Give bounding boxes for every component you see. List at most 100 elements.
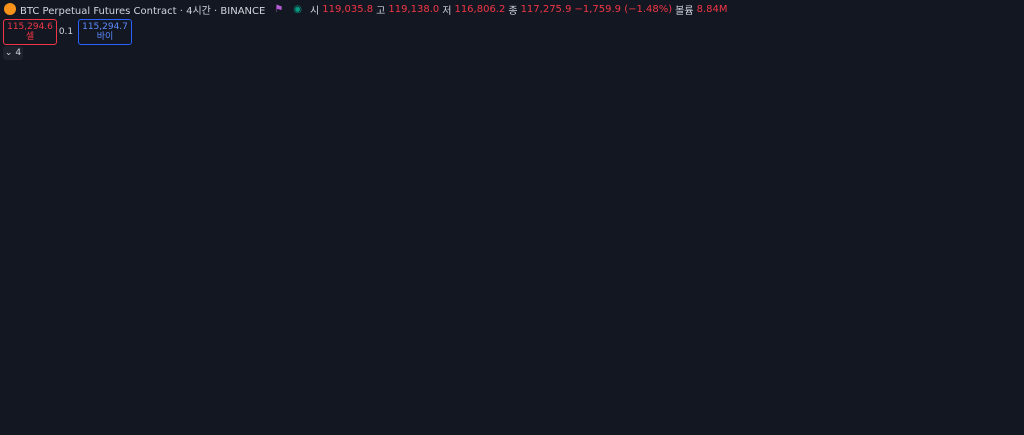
volume-bar bbox=[70, 343, 83, 355]
band-line bbox=[0, 67, 839, 306]
pivot-label: HL bbox=[675, 228, 687, 238]
x-tick-label: 25 bbox=[260, 424, 271, 434]
tool-icon[interactable] bbox=[963, 4, 977, 18]
candle-body bbox=[679, 175, 692, 200]
candle-body bbox=[658, 146, 671, 176]
candle-body bbox=[385, 253, 398, 258]
volume-bar bbox=[406, 337, 419, 355]
volume-bar bbox=[427, 316, 440, 355]
tool-icon[interactable] bbox=[962, 3, 978, 19]
tool-icon[interactable] bbox=[937, 3, 952, 18]
volume-bar bbox=[595, 337, 608, 355]
ohlc-val: 116,806.2 bbox=[454, 3, 506, 15]
osc-label: −418.7 bbox=[987, 403, 1020, 413]
volume-bar bbox=[784, 316, 797, 355]
candle-body bbox=[175, 289, 188, 304]
candle-body bbox=[448, 132, 461, 147]
x-tick-label: 6월 bbox=[7, 422, 21, 434]
volume-bar bbox=[238, 323, 251, 355]
candle-body bbox=[280, 271, 293, 288]
x-tick-label: 5 bbox=[53, 424, 59, 434]
candle-body bbox=[217, 308, 230, 331]
tool-icon[interactable] bbox=[885, 4, 901, 19]
candle-body bbox=[133, 272, 146, 293]
volume-bar bbox=[679, 327, 692, 355]
pivot-pointer bbox=[676, 218, 685, 224]
volume-bar bbox=[826, 339, 839, 355]
candle-body bbox=[574, 133, 587, 160]
pivot-badge bbox=[102, 209, 123, 226]
y-tick-label: 114,000.0 bbox=[974, 187, 1020, 197]
buy-price: 115,294.7 bbox=[82, 22, 128, 32]
countdown: 03:36:14 bbox=[980, 182, 1021, 192]
x-tick-label: 25 bbox=[575, 424, 586, 434]
osc-tick-label: 2,000.0 bbox=[986, 364, 1021, 374]
tool-icon[interactable] bbox=[733, 6, 747, 16]
ohlc-key: 고 bbox=[376, 5, 386, 17]
osc-line bbox=[14, 367, 834, 409]
y-tick-label: 108,000.0 bbox=[974, 259, 1020, 269]
x-tick-label: 21 bbox=[859, 424, 870, 434]
y-tick-label: 110,000.0 bbox=[974, 235, 1020, 245]
tool-icon[interactable] bbox=[989, 3, 1005, 19]
pivot-label: HH bbox=[467, 62, 481, 72]
candle-body bbox=[238, 330, 251, 338]
x-tick-label: 21 bbox=[218, 424, 229, 434]
last-price-tag bbox=[976, 169, 1024, 194]
volume-bar bbox=[217, 332, 230, 355]
candle-body bbox=[532, 137, 545, 141]
volume-bar bbox=[280, 341, 293, 355]
volume-bar bbox=[175, 340, 188, 355]
pivot-pointer bbox=[469, 74, 478, 80]
volume-bar bbox=[364, 340, 377, 355]
tool-icon[interactable] bbox=[908, 4, 923, 18]
osc-label: -212.1 bbox=[991, 393, 1020, 403]
x-tick-label: 17 bbox=[176, 424, 187, 434]
sell-button[interactable]: 115,294.6 셀 bbox=[3, 19, 57, 45]
candle-body bbox=[700, 189, 713, 200]
volume-bar bbox=[196, 341, 209, 355]
candle-body bbox=[301, 271, 314, 276]
candle-body bbox=[7, 292, 20, 302]
candle-body bbox=[805, 102, 818, 150]
status: ◉ bbox=[293, 3, 303, 15]
symbol-title: BTC Perpetual Futures Contract · 4시간 · B… bbox=[20, 5, 266, 17]
volume-bar bbox=[574, 330, 587, 355]
volume-tag bbox=[976, 332, 1024, 347]
x-tick-label: 5 bbox=[694, 424, 700, 434]
tool-icon[interactable] bbox=[810, 4, 826, 19]
volume-bar bbox=[658, 332, 671, 355]
change: −1,759.9 (−1.48%) bbox=[574, 3, 673, 15]
volume-bar bbox=[553, 337, 566, 355]
x-tick-label: 7월 bbox=[322, 422, 336, 434]
volume-bar bbox=[721, 337, 734, 355]
candle-body bbox=[28, 292, 41, 301]
candle-body bbox=[637, 137, 650, 147]
volume-bar bbox=[532, 339, 545, 355]
osc-tag bbox=[976, 401, 1024, 414]
vol-val: 8.84M bbox=[696, 3, 728, 15]
volume-bar bbox=[343, 337, 356, 355]
x-tick-label: 9 bbox=[410, 424, 416, 434]
ohlc-val: 119,035.8 bbox=[322, 3, 374, 15]
y-tick-label: 124,000.0 bbox=[974, 68, 1020, 78]
y-tick-label: 126,000.0 bbox=[974, 44, 1020, 54]
indicator-toggle[interactable]: ⌄ 4 bbox=[3, 46, 23, 60]
volume-bar bbox=[7, 341, 20, 355]
tool-icon[interactable] bbox=[785, 5, 801, 17]
level-tag bbox=[976, 288, 1024, 303]
volume-bar bbox=[616, 339, 629, 355]
candle-body bbox=[427, 146, 440, 226]
buy-button[interactable]: 115,294.7 바이 bbox=[78, 19, 132, 45]
coin-icon bbox=[4, 3, 16, 15]
pivot-badge bbox=[787, 42, 808, 59]
y-tick-label: 120,000.0 bbox=[974, 116, 1020, 126]
tool-icon[interactable] bbox=[758, 5, 774, 17]
volume-bar bbox=[112, 334, 125, 355]
y-tick-label: 128,000.0 bbox=[974, 21, 1020, 31]
pivot-pointer bbox=[108, 225, 117, 231]
y-tick-label: 112,000.0 bbox=[974, 211, 1020, 221]
x-tick-label: 13 bbox=[449, 424, 460, 434]
